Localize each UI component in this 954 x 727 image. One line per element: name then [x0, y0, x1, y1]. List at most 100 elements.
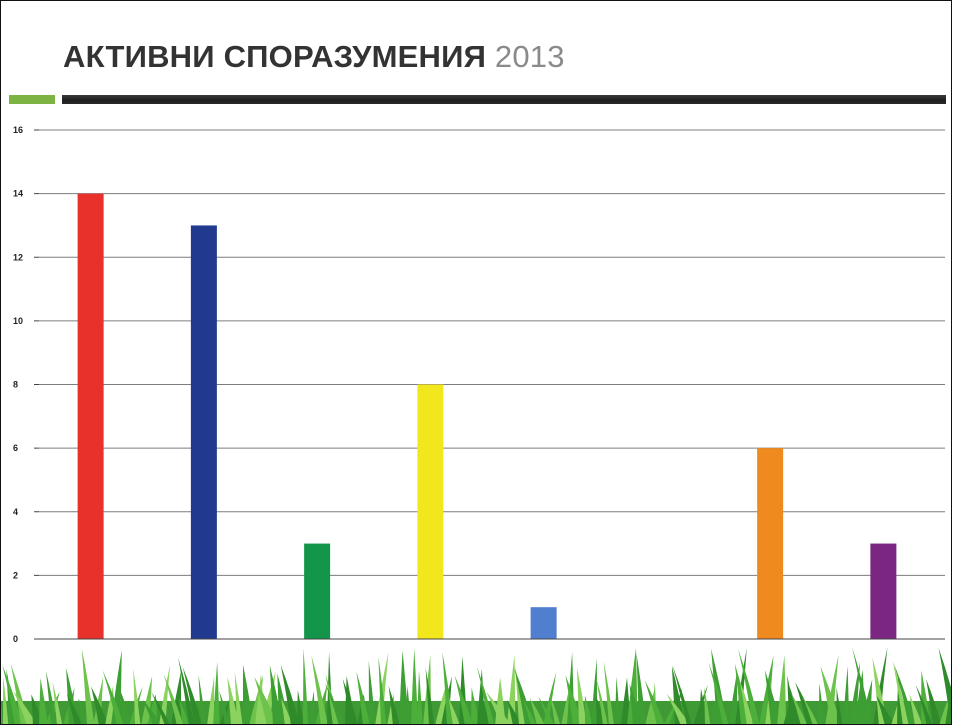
grass-blade: [538, 696, 554, 724]
bar: [870, 543, 897, 639]
grass-blade: [672, 665, 692, 724]
grass-blade: [591, 658, 598, 724]
grass-blade: [621, 677, 631, 724]
y-tick-label: 6: [13, 443, 18, 453]
grass-blade: [523, 700, 536, 724]
grass-blade: [280, 664, 300, 724]
grass-blade: [852, 647, 873, 724]
grass-blade: [254, 676, 278, 724]
grass-blade: [159, 664, 171, 724]
y-tick-label: 10: [13, 316, 23, 326]
grass-blade: [849, 661, 861, 724]
grass-blade: [615, 676, 620, 724]
grass-blade: [66, 693, 82, 724]
grass-blade: [255, 673, 265, 724]
grass-blade: [368, 660, 376, 724]
grass-blade: [324, 682, 344, 724]
grass-blade: [133, 668, 141, 724]
y-tick-label: 4: [13, 507, 18, 517]
grass-blade: [873, 647, 888, 724]
grass-blade: [342, 678, 358, 724]
grass-blade: [576, 667, 587, 724]
grass-blade: [820, 666, 841, 724]
grass-blade: [529, 697, 545, 724]
y-tick-label: 2: [13, 570, 18, 580]
grass-blade: [425, 667, 435, 724]
grass-blade: [819, 682, 825, 724]
grass-blade: [876, 695, 894, 724]
grass-blade: [178, 697, 189, 724]
bar: [304, 543, 331, 639]
grass-blade: [802, 697, 818, 724]
grass-blade: [178, 657, 195, 724]
grass-blade: [378, 656, 387, 724]
grass-blade: [759, 655, 774, 724]
grass-blade: [549, 694, 561, 724]
bar: [417, 384, 444, 639]
grass-blade: [471, 687, 480, 724]
grass-blade: [909, 694, 922, 724]
grass-blade: [926, 679, 942, 724]
grass-blade: [507, 699, 521, 724]
grass-blade: [13, 691, 37, 724]
grass-blade: [3, 676, 9, 724]
accent-bar-green: [9, 95, 55, 104]
grass-blade: [787, 681, 801, 724]
grass-blade: [791, 692, 807, 724]
grass-blade: [234, 671, 243, 724]
grass-blade: [198, 674, 206, 724]
grass-blade: [738, 648, 760, 724]
gridlines: [39, 129, 945, 576]
grass-blade: [644, 680, 665, 724]
grass-blade: [207, 676, 215, 724]
grass-blade: [704, 687, 711, 724]
title-main: АКТИВНИ СПОРАЗУМЕНИЯ: [63, 39, 487, 74]
grass-blade: [388, 685, 400, 724]
grass-blade: [448, 698, 460, 724]
grass-blade: [729, 673, 738, 724]
bars: [77, 193, 897, 639]
grass-blade: [843, 665, 850, 724]
grass-blade: [309, 690, 316, 724]
y-tick-label: 16: [13, 125, 23, 135]
grass-blade: [356, 671, 370, 724]
grass-blade: [281, 698, 293, 724]
bar: [190, 225, 217, 639]
grass-blade: [39, 677, 48, 724]
grass-blade: [303, 648, 309, 724]
grass-blade: [182, 666, 202, 724]
grass-blade: [52, 681, 63, 724]
grass-blade: [311, 655, 328, 724]
grass-blade: [708, 662, 729, 724]
bar: [757, 448, 784, 639]
grass-blade: [476, 666, 495, 724]
grass-blade: [242, 664, 254, 724]
grass-blade: [102, 670, 124, 724]
grass-blade: [1, 700, 3, 724]
grass-blade: [417, 670, 423, 724]
grass-blade: [739, 679, 754, 724]
grass-blade: [836, 687, 843, 724]
grass-blade: [405, 685, 411, 724]
y-tick-label: 12: [13, 252, 23, 262]
grass-blade: [584, 695, 593, 724]
y-tick-label: 14: [13, 189, 23, 199]
grass-blade: [213, 661, 220, 724]
y-axis-ticks: 0 2 4 6 8 10 12 14 16: [13, 125, 39, 644]
grass-blade: [603, 661, 614, 724]
grass-blade: [666, 693, 690, 724]
grass-blade: [855, 669, 866, 724]
grass-blade: [151, 691, 170, 724]
grass-blade: [142, 699, 162, 724]
y-tick-label: 8: [13, 380, 18, 390]
title-year: 2013: [494, 39, 565, 74]
grass-blade: [894, 664, 915, 724]
grass-blade: [2, 664, 23, 724]
grass-blade: [764, 670, 781, 724]
grass-blade: [81, 648, 95, 724]
grass-blade: [91, 686, 108, 724]
grass-decoration: [1, 647, 951, 724]
grass-blade: [915, 684, 933, 724]
